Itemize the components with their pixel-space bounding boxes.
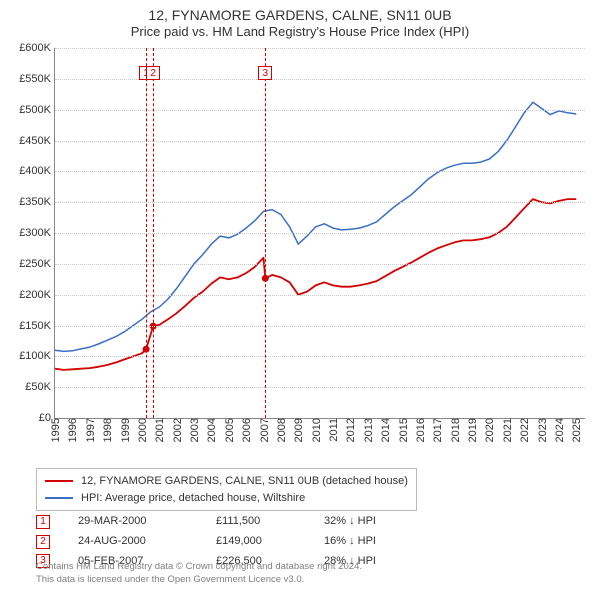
y-tick-label: £600K bbox=[3, 42, 55, 54]
title-line2: Price paid vs. HM Land Registry's House … bbox=[0, 24, 600, 41]
gridline bbox=[55, 48, 585, 49]
y-tick-label: £450K bbox=[3, 135, 55, 147]
chart-container: 12, FYNAMORE GARDENS, CALNE, SN11 0UB Pr… bbox=[0, 0, 600, 590]
y-tick-label: £150K bbox=[3, 320, 55, 332]
x-tick-label: 2000 bbox=[135, 418, 149, 442]
gridline bbox=[55, 233, 585, 234]
footer-note: Contains HM Land Registry data © Crown c… bbox=[36, 561, 362, 586]
x-tick-label: 2023 bbox=[535, 418, 549, 442]
event-line bbox=[265, 48, 266, 418]
event-line bbox=[153, 48, 154, 418]
x-tick-label: 2008 bbox=[274, 418, 288, 442]
x-tick-label: 2013 bbox=[361, 418, 375, 442]
y-tick-label: £500K bbox=[3, 104, 55, 116]
x-tick-label: 2011 bbox=[326, 418, 340, 442]
sales-row-price: £111,500 bbox=[216, 512, 296, 532]
y-tick-label: £200K bbox=[3, 289, 55, 301]
x-tick-label: 2010 bbox=[309, 418, 323, 442]
footer-line2: This data is licensed under the Open Gov… bbox=[36, 574, 362, 586]
event-line bbox=[146, 48, 147, 418]
x-tick-label: 2001 bbox=[152, 418, 166, 442]
sales-row: 1 29-MAR-2000 £111,500 32% ↓ HPI bbox=[36, 512, 376, 532]
series-property bbox=[55, 199, 576, 370]
x-tick-label: 2024 bbox=[552, 418, 566, 442]
y-tick-label: £550K bbox=[3, 73, 55, 85]
event-number-box: 3 bbox=[258, 66, 272, 80]
sales-row-date: 29-MAR-2000 bbox=[78, 512, 188, 532]
x-tick-label: 2006 bbox=[239, 418, 253, 442]
x-tick-label: 2019 bbox=[465, 418, 479, 442]
y-tick-label: £350K bbox=[3, 196, 55, 208]
x-tick-label: 1997 bbox=[83, 418, 97, 442]
x-tick-label: 2018 bbox=[448, 418, 462, 442]
gridline bbox=[55, 356, 585, 357]
title-block: 12, FYNAMORE GARDENS, CALNE, SN11 0UB Pr… bbox=[0, 0, 600, 41]
title-line1: 12, FYNAMORE GARDENS, CALNE, SN11 0UB bbox=[0, 6, 600, 24]
x-tick-label: 2022 bbox=[517, 418, 531, 442]
x-tick-label: 2003 bbox=[187, 418, 201, 442]
legend-row: 12, FYNAMORE GARDENS, CALNE, SN11 0UB (d… bbox=[45, 473, 408, 490]
legend-swatch bbox=[45, 497, 73, 499]
y-tick-label: £250K bbox=[3, 258, 55, 270]
x-tick-label: 2021 bbox=[500, 418, 514, 442]
sales-row-diff: 32% ↓ HPI bbox=[324, 512, 376, 532]
gridline bbox=[55, 79, 585, 80]
x-tick-label: 2007 bbox=[257, 418, 271, 442]
y-tick-label: £400K bbox=[3, 165, 55, 177]
x-tick-label: 1998 bbox=[100, 418, 114, 442]
x-tick-label: 2009 bbox=[291, 418, 305, 442]
sales-row-diff: 16% ↓ HPI bbox=[324, 532, 376, 552]
plot-area: £0£50K£100K£150K£200K£250K£300K£350K£400… bbox=[54, 48, 585, 419]
x-tick-label: 2025 bbox=[569, 418, 583, 442]
x-tick-label: 2004 bbox=[204, 418, 218, 442]
x-tick-label: 1996 bbox=[65, 418, 79, 442]
sales-row-marker: 2 bbox=[36, 535, 50, 549]
sales-row: 2 24-AUG-2000 £149,000 16% ↓ HPI bbox=[36, 532, 376, 552]
gridline bbox=[55, 326, 585, 327]
event-number-box: 2 bbox=[146, 66, 160, 80]
gridline bbox=[55, 264, 585, 265]
x-tick-label: 2002 bbox=[170, 418, 184, 442]
gridline bbox=[55, 141, 585, 142]
x-tick-label: 2016 bbox=[413, 418, 427, 442]
y-tick-label: £100K bbox=[3, 350, 55, 362]
x-tick-label: 2005 bbox=[222, 418, 236, 442]
x-tick-label: 2015 bbox=[396, 418, 410, 442]
legend-label: 12, FYNAMORE GARDENS, CALNE, SN11 0UB (d… bbox=[81, 473, 408, 490]
x-tick-label: 2020 bbox=[482, 418, 496, 442]
legend-label: HPI: Average price, detached house, Wilt… bbox=[81, 490, 305, 507]
sales-row-date: 24-AUG-2000 bbox=[78, 532, 188, 552]
y-tick-label: £300K bbox=[3, 227, 55, 239]
legend-row: HPI: Average price, detached house, Wilt… bbox=[45, 490, 408, 507]
x-tick-label: 2012 bbox=[343, 418, 357, 442]
footer-line1: Contains HM Land Registry data © Crown c… bbox=[36, 561, 362, 573]
x-tick-label: 1999 bbox=[118, 418, 132, 442]
gridline bbox=[55, 202, 585, 203]
gridline bbox=[55, 295, 585, 296]
gridline bbox=[55, 110, 585, 111]
legend: 12, FYNAMORE GARDENS, CALNE, SN11 0UB (d… bbox=[36, 468, 417, 511]
x-tick-label: 2014 bbox=[378, 418, 392, 442]
y-tick-label: £50K bbox=[3, 381, 55, 393]
legend-swatch bbox=[45, 480, 73, 482]
x-tick-label: 2017 bbox=[430, 418, 444, 442]
x-tick-label: 1995 bbox=[48, 418, 62, 442]
gridline bbox=[55, 387, 585, 388]
sales-row-marker: 1 bbox=[36, 515, 50, 529]
sales-row-price: £149,000 bbox=[216, 532, 296, 552]
gridline bbox=[55, 171, 585, 172]
